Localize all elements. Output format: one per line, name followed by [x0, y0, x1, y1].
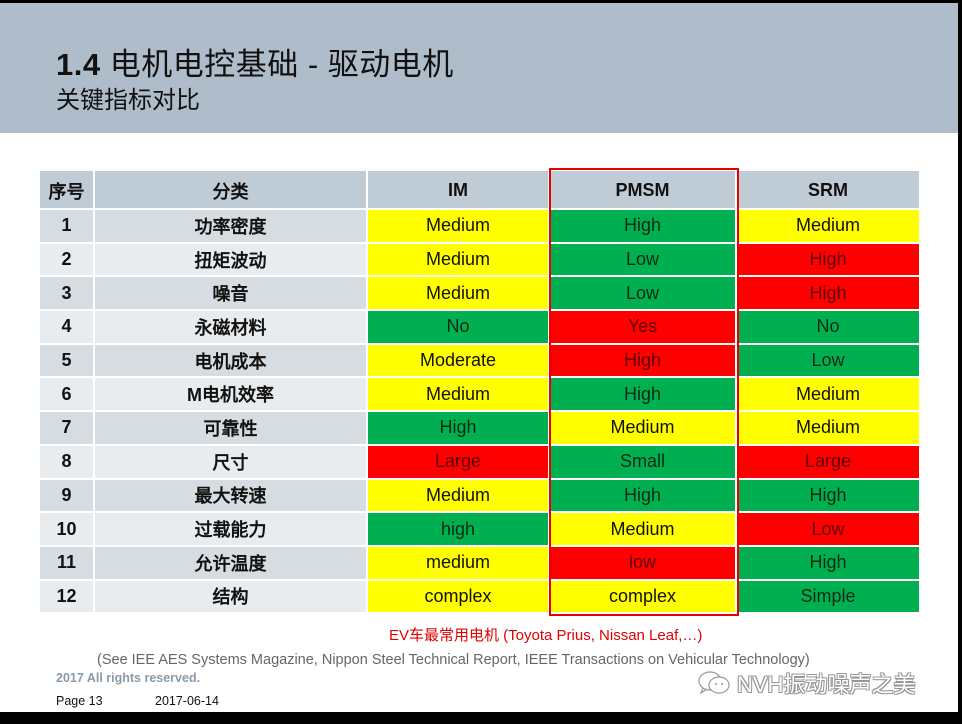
column-header-index: 序号	[40, 171, 95, 210]
row-index: 4	[40, 311, 95, 345]
row-index: 12	[40, 580, 95, 615]
table-row: 5 电机成本 Moderate High Low	[40, 344, 921, 379]
cell-pmsm: low	[550, 546, 737, 581]
row-category: 结构	[95, 580, 368, 615]
row-index: 6	[40, 378, 95, 413]
table-body: 1 功率密度 Medium High Medium 2 扭矩波动 Medium Low High 3…	[40, 210, 921, 615]
row-category: 过载能力	[95, 513, 368, 547]
cell-im: High	[368, 412, 550, 446]
cell-srm: High	[737, 546, 921, 581]
cell-pmsm: High	[550, 344, 737, 379]
watermark-text: NVH振动噪声之美	[737, 672, 916, 697]
watermark: NVH振动噪声之美	[697, 667, 915, 699]
title-text: 电机电控基础 - 驱动电机	[109, 47, 454, 82]
column-header-pmsm: PMSM	[550, 171, 737, 210]
row-index: 8	[40, 445, 95, 480]
row-category: 扭矩波动	[95, 243, 368, 278]
cell-pmsm: High	[550, 479, 737, 514]
row-category: 允许温度	[95, 546, 368, 581]
column-header-category: 分类	[95, 171, 368, 210]
cell-im: Medium	[368, 378, 550, 413]
column-header-srm: SRM	[737, 171, 921, 210]
cell-srm: Low	[737, 513, 921, 547]
table-row: 4 永磁材料 No Yes No	[40, 311, 921, 345]
row-index: 2	[40, 243, 95, 278]
table-row: 11 允许温度 medium low High	[40, 546, 921, 581]
table-row: 8 尺寸 Large Small Large	[40, 445, 921, 480]
row-category: 电机成本	[95, 344, 368, 379]
table-header-row: 序号 分类 IM PMSM SRM	[40, 171, 921, 210]
row-category: 功率密度	[95, 210, 368, 244]
cell-srm: High	[737, 479, 921, 514]
cell-im: Medium	[368, 243, 550, 278]
cell-pmsm: High	[550, 210, 737, 244]
cell-srm: High	[737, 277, 921, 312]
cell-pmsm: Medium	[550, 412, 737, 446]
table-row: 10 过载能力 high Medium Low	[40, 513, 921, 547]
row-index: 11	[40, 546, 95, 581]
row-index: 1	[40, 210, 95, 244]
row-index: 10	[40, 513, 95, 547]
title-number: 1.4	[56, 47, 101, 82]
page-number: Page 13	[56, 694, 103, 708]
cell-pmsm: Yes	[550, 311, 737, 345]
table-row: 2 扭矩波动 Medium Low High	[40, 243, 921, 278]
cell-im: medium	[368, 546, 550, 581]
cell-im: Medium	[368, 277, 550, 312]
cell-im: Moderate	[368, 344, 550, 379]
cell-pmsm: Low	[550, 243, 737, 278]
cell-srm: No	[737, 311, 921, 345]
cell-im: complex	[368, 580, 550, 615]
wechat-icon	[697, 670, 731, 696]
cell-srm: Simple	[737, 580, 921, 615]
cell-pmsm: High	[550, 378, 737, 413]
cell-im: Large	[368, 445, 550, 480]
cell-pmsm: Low	[550, 277, 737, 312]
cell-srm: Medium	[737, 210, 921, 244]
table-row: 7 可靠性 High Medium Medium	[40, 412, 921, 446]
cell-im: Medium	[368, 210, 550, 244]
cell-srm: Medium	[737, 378, 921, 413]
row-category: M电机效率	[95, 378, 368, 413]
cell-srm: Low	[737, 344, 921, 379]
copyright: 2017 All rights reserved.	[56, 671, 201, 685]
date: 2017-06-14	[155, 694, 219, 708]
reference-note: (See IEE AES Systems Magazine, Nippon St…	[97, 652, 810, 668]
row-index: 3	[40, 277, 95, 312]
cell-pmsm: Medium	[550, 513, 737, 547]
table-row: 9 最大转速 Medium High High	[40, 479, 921, 514]
header-band: 1.4 电机电控基础 - 驱动电机 关键指标对比	[0, 3, 958, 133]
ev-note: EV车最常用电机 (Toyota Prius, Nissan Leaf,…)	[389, 627, 703, 644]
row-category: 最大转速	[95, 479, 368, 514]
column-header-im: IM	[368, 171, 550, 210]
comparison-table: 序号 分类 IM PMSM SRM 1 功率密度 Medium High Medium 2…	[40, 171, 921, 615]
cell-srm: Medium	[737, 412, 921, 446]
table-row: 6 M电机效率 Medium High Medium	[40, 378, 921, 413]
table-row: 12 结构 complex complex Simple	[40, 580, 921, 615]
cell-pmsm: Small	[550, 445, 737, 480]
cell-pmsm: complex	[550, 580, 737, 615]
row-category: 噪音	[95, 277, 368, 312]
cell-im: No	[368, 311, 550, 345]
table-row: 3 噪音 Medium Low High	[40, 277, 921, 312]
cell-im: high	[368, 513, 550, 547]
row-index: 7	[40, 412, 95, 446]
cell-im: Medium	[368, 479, 550, 514]
row-category: 可靠性	[95, 412, 368, 446]
row-index: 9	[40, 479, 95, 514]
row-index: 5	[40, 344, 95, 379]
table-row: 1 功率密度 Medium High Medium	[40, 210, 921, 244]
page-title: 1.4 电机电控基础 - 驱动电机	[56, 39, 454, 84]
page-subtitle: 关键指标对比	[56, 87, 200, 114]
cell-srm: High	[737, 243, 921, 278]
row-category: 尺寸	[95, 445, 368, 480]
row-category: 永磁材料	[95, 311, 368, 345]
cell-srm: Large	[737, 445, 921, 480]
slide: 1.4 电机电控基础 - 驱动电机 关键指标对比 序号 分类 IM PMSM S…	[0, 3, 958, 712]
